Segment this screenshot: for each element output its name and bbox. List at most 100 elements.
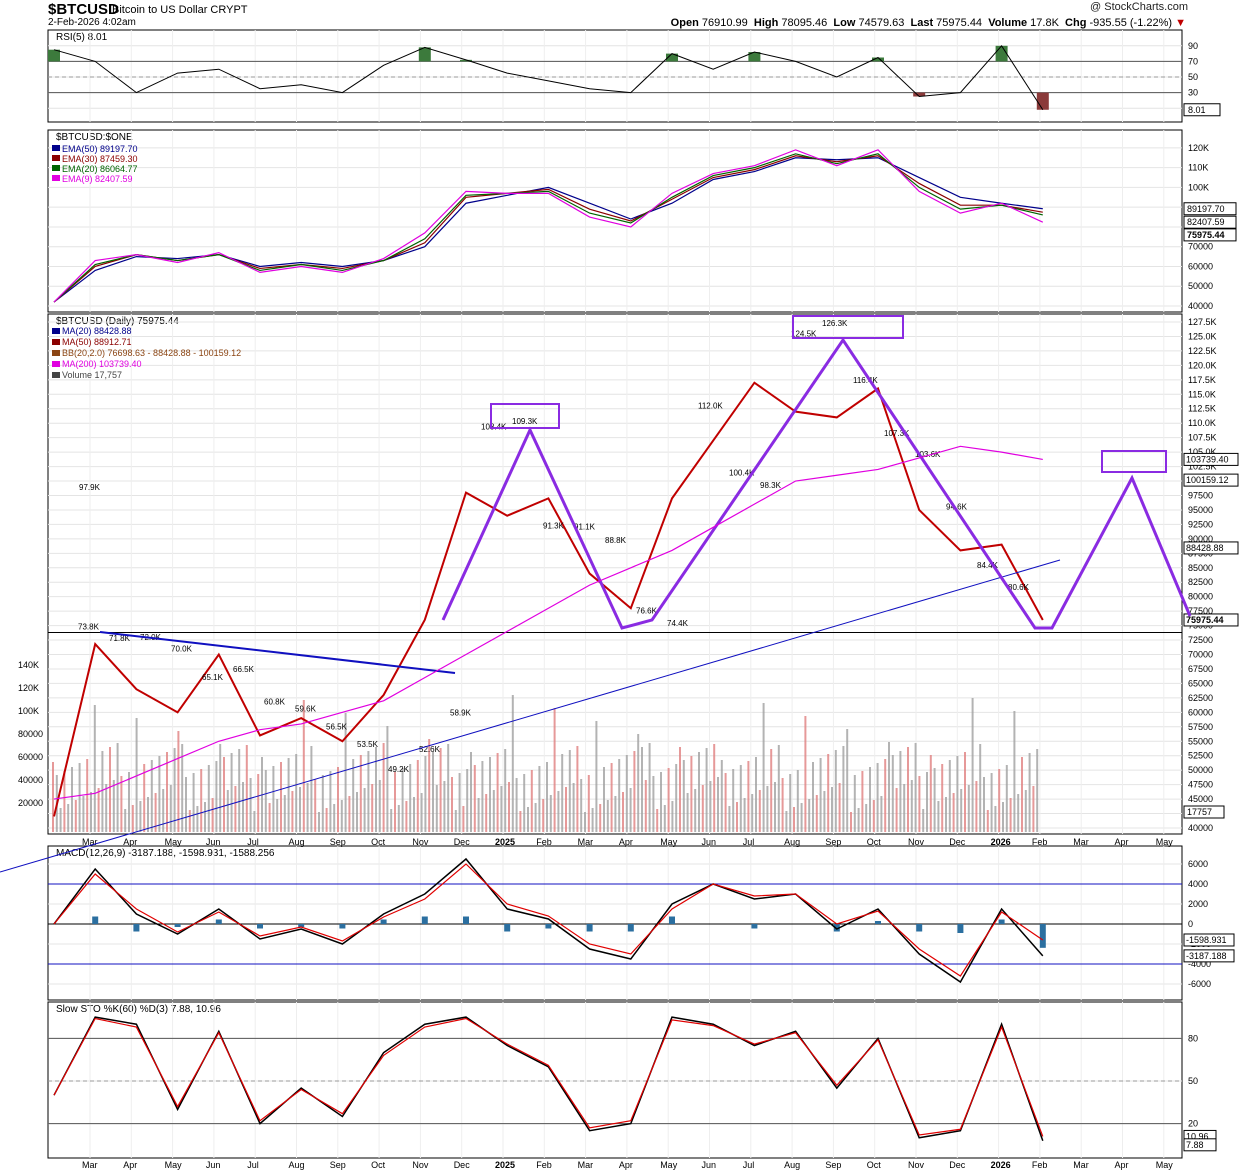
volume-bar [188,810,191,832]
x-axis-label-bottom: Mar [82,1160,98,1170]
volume-bar [215,761,218,832]
macd-histogram-bar [215,919,222,924]
volume-tick-label: 20000 [18,798,43,808]
price-annotation: 124.5K [791,329,817,338]
volume-bar [929,755,932,832]
volume-bar [584,812,586,832]
macd-histogram-bar [174,924,181,927]
macd-histogram-bar [257,924,263,929]
ema-last-box [1183,215,1237,229]
volume-bar [181,744,184,832]
volume-bar [162,789,165,832]
volume-bar [86,759,89,832]
volume-bar [143,764,146,832]
volume-bar [439,748,442,832]
price-annotation: 80.6K [1008,583,1030,592]
volume-bar [736,802,738,832]
volume-bar [375,747,377,832]
volume-bar [857,808,860,832]
volume-bar [747,761,750,832]
price-annotation: 98.3K [760,481,782,490]
ema-legend-swatch-1 [52,155,60,161]
volume-bar [158,756,161,832]
volume-bar [542,799,545,832]
volume-bar [998,769,1001,832]
x-axis-label: Jul [247,837,259,847]
tick-label-price: 52500 [1188,751,1213,761]
volume-bar [796,770,799,832]
price-annotation: 60.8K [264,698,286,707]
price-last-box [1183,613,1239,627]
volume-bar [1009,798,1012,832]
macd-histogram-bar [1039,924,1046,948]
macd-line [53,857,1044,984]
volume-bar [895,788,898,832]
tick-label-rsi: 50 [1188,72,1198,82]
macd-histogram-bar [833,924,840,932]
volume-bar [1024,790,1027,832]
volume-bar [443,781,446,832]
price-annotation: 73.8K [78,623,100,632]
volume-bar [690,756,693,832]
chg-label: Chg [1065,17,1087,29]
volume-bar [234,786,237,832]
tick-label-price: 125.0K [1188,331,1217,341]
volume-bar [952,793,955,832]
timestamp: 2-Feb-2026 4:02am [48,17,136,28]
tick-label-rsi: 70 [1188,56,1198,66]
volume-bar [641,747,643,832]
tick-label-macd: 0 [1188,919,1193,929]
macd-histogram-bar [751,924,758,929]
panel-title-sto: Slow STO %K(60) %D(3) 7.88, 10.96 [56,1004,221,1015]
volume-bar [59,808,62,832]
volume-bar [709,781,712,832]
volume-bar [671,801,674,832]
volume-bar [717,777,719,832]
volume-bar [477,798,480,832]
price-legend-4: Volume 17,757 [62,370,122,380]
volume-bar [800,803,803,832]
x-axis-label: Jun [702,837,717,847]
volume-bar [755,757,757,832]
x-axis-label: Nov [908,837,925,847]
volume-bar [356,792,358,832]
tick-label-price: 105.0K [1188,447,1217,457]
volume-bar [500,786,503,832]
volume-bar [405,801,408,832]
ema-last-box [1183,202,1237,216]
x-axis-label-bottom: Apr [619,1160,633,1170]
volume-bar [131,805,134,832]
price-annotation: 126.3K [822,319,848,328]
x-axis-label-bottom: Dec [454,1160,471,1170]
volume-last-box [1183,805,1225,819]
price-annotation: 76.6K [636,606,658,615]
volume-bar [785,811,788,832]
price-last-value: 100159.12 [1186,475,1229,485]
macd-histogram-bar [586,924,593,932]
volume-bar [508,782,510,832]
volume-bar [781,778,784,832]
watermark: @ StockCharts.com [1090,1,1188,13]
volume-bar [815,795,818,832]
x-axis-label: Dec [454,837,471,847]
volume-bar [751,794,754,832]
volume-bar [975,781,978,832]
volume-bar [150,760,153,832]
volume-bar [1002,802,1004,832]
volume-bar [838,783,841,832]
volume-bar [192,773,195,832]
volume-bar [1032,786,1035,832]
volume-bar [295,754,298,832]
price-annotation: 88.8K [605,536,627,545]
volume-bar [549,795,552,832]
x-axis-label-bottom: Sep [330,1160,346,1170]
volume-bar [466,769,469,832]
x-axis-label: May [660,837,678,847]
volume-bar [656,809,659,832]
chart-header: $BTCUSD Bitcoin to US Dollar CRYPT 2-Feb… [0,0,1240,30]
volume-bar [580,779,583,832]
tick-label-price: 67500 [1188,664,1213,674]
volume-bar [302,700,305,832]
pattern-box-2 [792,315,904,339]
volume-bar [230,753,233,832]
